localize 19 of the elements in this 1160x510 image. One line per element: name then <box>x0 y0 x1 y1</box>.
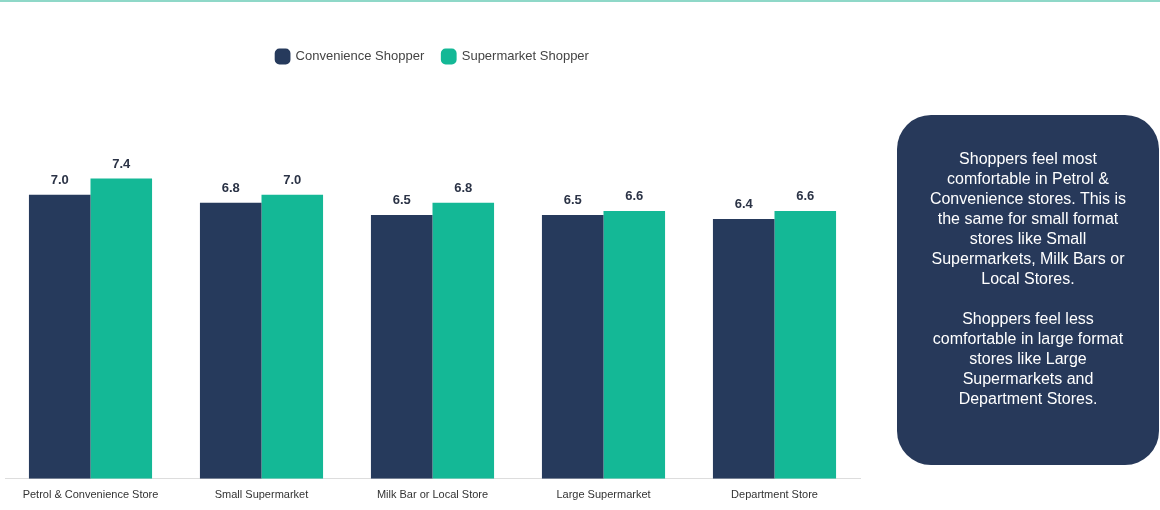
legend-label: Convenience Shopper <box>295 48 425 64</box>
legend-label: Supermarket Shopper <box>461 48 590 64</box>
data-label: 7.0 <box>283 171 302 187</box>
text: Shoppers feel most comfortable in Petrol & Convenience stores. This is the same for small format stores like Small Supermarkets, Milk Bars or Local Stores. <box>928 149 1128 289</box>
data-label: 7.0 <box>50 171 69 187</box>
text: Shoppers feel less comfortable in large format stores like Large Supermarkets and Department Stores. <box>931 309 1125 409</box>
data-label: 6.6 <box>796 188 815 204</box>
data-label: 6.6 <box>625 188 644 204</box>
data-label: 6.8 <box>221 179 240 195</box>
x-tick-label: Milk Bar or Local Store <box>376 488 489 501</box>
x-tick-label: Petrol & Convenience Store <box>22 488 159 501</box>
x-tick-label: Department Store <box>731 488 818 501</box>
data-label: 6.5 <box>563 192 582 208</box>
data-label: 6.5 <box>392 192 411 208</box>
data-label: 6.8 <box>454 179 473 195</box>
x-tick-label: Large Supermarket <box>556 488 651 501</box>
data-label: 6.4 <box>734 196 754 212</box>
x-tick-label: Small Supermarket <box>214 488 309 501</box>
data-label: 7.4 <box>112 155 132 171</box>
